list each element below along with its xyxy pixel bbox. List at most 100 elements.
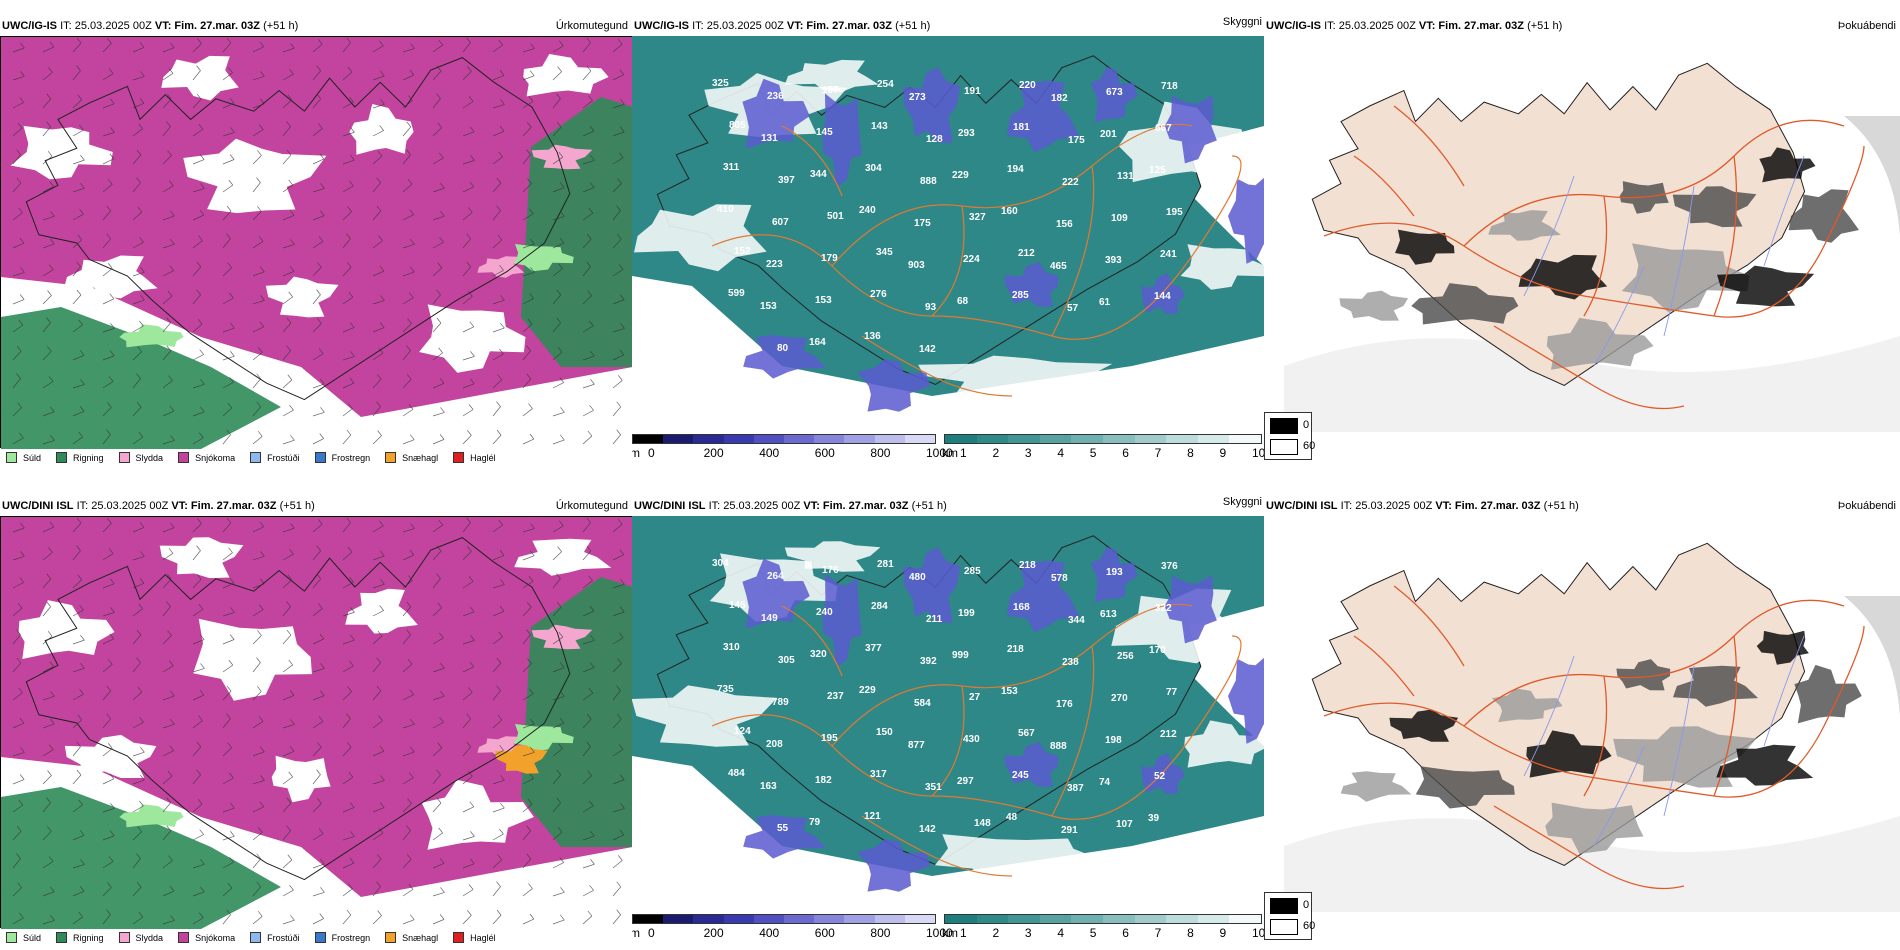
colorbar-tick: 400 [759, 446, 780, 460]
ceiling-value: 393 [1105, 255, 1122, 266]
road-network [1323, 105, 1865, 410]
panel-title: UWC/IG-IS IT: 25.03.2025 00Z VT: Fim. 27… [634, 20, 930, 32]
low-ceiling-area [1164, 95, 1217, 164]
ceiling-value: 77 [1166, 687, 1178, 698]
clear-area [64, 734, 157, 778]
fog-legend-value: 60 [1303, 920, 1316, 932]
colorbar-segment [904, 435, 936, 443]
fog-legend-value: 60 [1303, 440, 1316, 452]
legend-swatch [453, 452, 465, 463]
ceiling-value: 322 [1155, 603, 1172, 614]
ceiling-value: 176 [822, 565, 839, 576]
ceiling-value: 143 [871, 121, 888, 132]
clear-area [421, 779, 534, 850]
ceiling-value: 293 [958, 128, 975, 139]
ceiling-value: 145 [816, 127, 833, 138]
valid-time: VT: Fim. 27.mar. 03Z [1418, 20, 1525, 32]
ceiling-value: 285 [964, 566, 981, 577]
valid-time: VT: Fim. 27.mar. 03Z [154, 20, 261, 32]
clear-visibility-area [784, 59, 879, 92]
ceiling-value: 160 [1001, 206, 1018, 217]
colorbar-segment [1229, 435, 1261, 443]
sea-haze [1844, 596, 1900, 716]
ceiling-value: 175 [1068, 135, 1085, 146]
init-time: IT: 25.03.2025 00Z [1340, 500, 1433, 512]
colorbar-tick: 6 [1122, 926, 1129, 940]
colorbar-segment [1008, 915, 1040, 923]
ceiling-value: 142 [919, 824, 936, 835]
colorbar-segment [1071, 915, 1103, 923]
ceiling-value: 718 [1161, 81, 1178, 92]
ceiling-value: 273 [909, 92, 926, 103]
wind-barbs [12, 517, 625, 925]
legend-swatch [6, 452, 17, 463]
legend-label: Slydda [135, 932, 164, 943]
low-ceiling-area [1164, 575, 1217, 644]
river-network [1523, 635, 1805, 847]
colorbar-segment [1102, 915, 1135, 923]
clear-visibility-area [632, 685, 778, 747]
ceiling-value: 55 [777, 823, 789, 834]
ceiling-value: 182 [815, 775, 832, 786]
legend-label: Frostúði [267, 452, 300, 463]
ceiling-value: 238 [1062, 657, 1079, 668]
low-ceiling-area [1004, 261, 1059, 307]
legend-label: Frostregn [331, 452, 371, 463]
colorbar-segment [1039, 915, 1072, 923]
ceiling-value: 376 [1161, 561, 1178, 572]
init-time: IT: 25.03.2025 00Z [76, 500, 169, 512]
fog-index-area [1411, 283, 1519, 325]
ceiling-value: 52 [1154, 771, 1166, 782]
ceiling-value: 317 [870, 769, 887, 780]
ceiling-value: 377 [865, 643, 882, 654]
ceiling-value: 888 [920, 176, 937, 187]
lead-time: (+51 h) [895, 20, 931, 32]
legend-item: Frostregn [314, 452, 371, 463]
ceiling-value: 152 [734, 246, 751, 257]
low-ceiling-area [903, 547, 961, 623]
coastline [25, 537, 571, 881]
ceiling-value: 297 [957, 776, 974, 787]
colorbar-unit: m [632, 926, 640, 940]
legend-label: Haglél [470, 932, 496, 943]
ceiling-value: 291 [1061, 825, 1078, 836]
clear-area [345, 588, 418, 634]
ceiling-value: 131 [1117, 171, 1134, 182]
ceiling-value: 27 [969, 692, 981, 703]
legend-item: Haglél [453, 452, 496, 463]
legend-item: Súld [6, 932, 41, 943]
colorbar-tick: 600 [814, 446, 835, 460]
colorbar-segment [814, 435, 845, 443]
fog-index-area [1546, 317, 1654, 370]
ceiling-value: 57 [1067, 303, 1079, 314]
ceiling-value: 148 [974, 818, 991, 829]
legend-swatch [118, 452, 130, 463]
ceiling-value: 124 [734, 726, 751, 737]
legend-item: Snæhagl [385, 932, 438, 943]
colorbar-tick: 5 [1089, 446, 1097, 460]
clear-visibility-area [634, 204, 767, 272]
clear-area [18, 600, 115, 659]
ceiling-labels: 325 236 157 254 273 191 220 182 673 718 805 131 145 1… [712, 78, 1183, 355]
sea-haze [1284, 336, 1900, 432]
colorbar-tick: 4 [1057, 926, 1065, 940]
ceiling-value: 245 [1012, 770, 1029, 781]
low-ceiling-area [1090, 546, 1138, 603]
colorbar-segment [976, 435, 1009, 443]
ceiling-value: 66 [722, 330, 734, 341]
fog-index-map [1264, 516, 1900, 912]
legend-swatch [56, 932, 68, 943]
model-name: UWC/DINI ISL [634, 500, 706, 512]
ceiling-value: 613 [1100, 609, 1117, 620]
init-time: IT: 25.03.2025 00Z [60, 20, 152, 32]
low-ceiling-area [742, 558, 810, 629]
visibility-map: 325 236 157 254 273 191 220 182 673 718 805 131 145 1… [632, 36, 1264, 432]
fog-legend-swatch [1270, 919, 1298, 935]
valid-time: VT: Fim. 27.mar. 03Z [803, 500, 909, 512]
ceiling-value: 465 [1050, 261, 1067, 272]
ceiling-value: 39 [1148, 813, 1160, 824]
colorbar-segment [663, 435, 694, 443]
clear-area [63, 255, 158, 299]
ceiling-value: 888 [1050, 741, 1067, 752]
cloud-visibility-panel: UWC/IG-IS IT: 25.03.2025 00Z VT: Fim. 27… [632, 14, 1264, 466]
